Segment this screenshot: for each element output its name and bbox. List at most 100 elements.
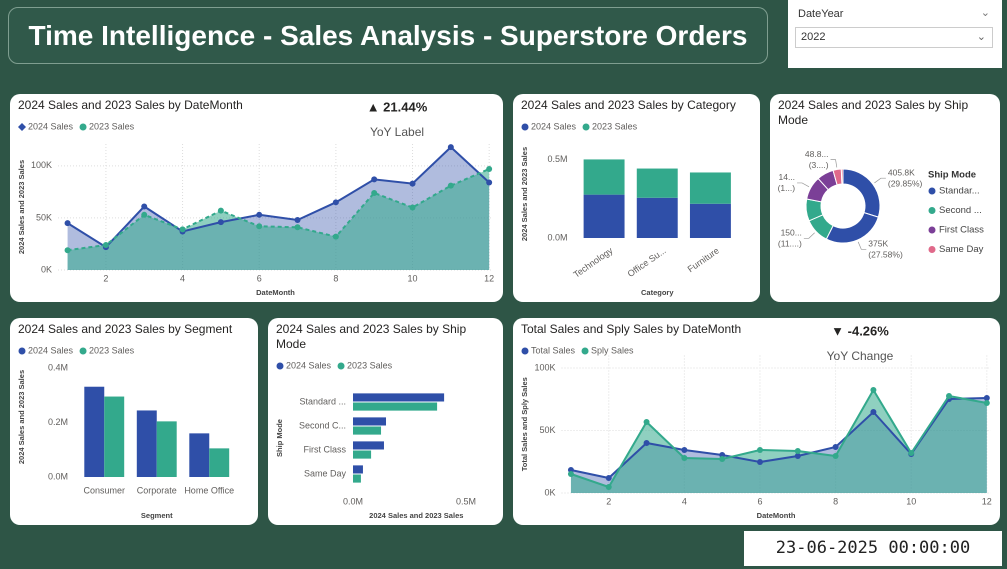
leader-line bbox=[803, 232, 815, 239]
bar bbox=[84, 386, 105, 477]
x-tick-label: 12 bbox=[982, 496, 992, 506]
bar bbox=[583, 159, 625, 195]
data-label: 405.8K bbox=[888, 167, 915, 177]
slicer-value: 2022 bbox=[801, 31, 826, 43]
point bbox=[756, 447, 763, 453]
bar bbox=[689, 203, 731, 238]
y-tick-label: 100K bbox=[31, 160, 52, 170]
x-tick-label: 0.0M bbox=[343, 496, 363, 506]
data-label: 48.8... bbox=[805, 149, 829, 159]
chart-panel: 2024 Sales and 2023 Sales by Ship Mode 40… bbox=[770, 94, 1000, 302]
y-tick-label: Second C... bbox=[299, 420, 346, 430]
year-slicer[interactable]: DateYear ⌄ 2022 ⌄ bbox=[788, 0, 1002, 68]
x-axis-label: DateMonth bbox=[256, 288, 295, 297]
data-label: (29.85%) bbox=[888, 178, 923, 188]
bar bbox=[353, 402, 438, 411]
point bbox=[256, 223, 263, 230]
legend-marker bbox=[928, 187, 936, 195]
kpi-value: ▲ 21.44% bbox=[367, 99, 428, 114]
bar bbox=[353, 417, 387, 426]
point bbox=[486, 165, 493, 172]
leader-line bbox=[797, 182, 810, 188]
legend-marker bbox=[581, 347, 589, 355]
point bbox=[179, 226, 186, 233]
x-tick-label: 4 bbox=[180, 273, 185, 283]
point bbox=[643, 419, 650, 425]
area bbox=[67, 168, 490, 270]
point bbox=[102, 242, 109, 249]
x-tick-label: 6 bbox=[757, 496, 762, 506]
legend-marker bbox=[337, 362, 345, 370]
y-tick-label: 0K bbox=[41, 264, 52, 274]
x-tick-label: Corporate bbox=[137, 485, 177, 495]
bar bbox=[636, 197, 678, 238]
y-tick-label: 50K bbox=[36, 212, 52, 222]
x-axis-label: DateMonth bbox=[757, 511, 796, 520]
chart-panel: 2024 Sales and 2023 Sales by Segment 0.0M… bbox=[10, 318, 258, 525]
point bbox=[409, 204, 416, 211]
data-label: (3....) bbox=[809, 160, 829, 170]
x-axis-label: Segment bbox=[141, 511, 173, 520]
point bbox=[794, 448, 801, 454]
leader-line bbox=[857, 241, 867, 250]
chart: 0.0M 0.5M Technology Office Su... Furniture 2… bbox=[520, 121, 731, 297]
y-tick-label: 50K bbox=[539, 425, 555, 435]
kpi-caption: YoY Change bbox=[827, 349, 894, 363]
chart-title: 2024 Sales and 2023 Sales by Ship Mode bbox=[778, 98, 969, 127]
legend-marker bbox=[18, 347, 26, 355]
legend-label: Second ... bbox=[939, 205, 982, 216]
legend-marker bbox=[582, 123, 590, 131]
bar bbox=[353, 474, 361, 483]
line bbox=[67, 145, 490, 249]
point bbox=[719, 456, 726, 462]
area bbox=[570, 390, 987, 493]
point bbox=[64, 247, 71, 254]
slice bbox=[840, 168, 844, 185]
legend-marker bbox=[521, 347, 529, 355]
point bbox=[870, 409, 877, 415]
point bbox=[681, 455, 688, 461]
y-axis-label: Ship Mode bbox=[275, 419, 284, 457]
bar bbox=[353, 441, 384, 450]
legend-label: 2023 Sales bbox=[89, 345, 135, 355]
x-axis-label: Category bbox=[641, 288, 674, 297]
point bbox=[447, 182, 454, 189]
y-tick-label: 0.4M bbox=[48, 362, 68, 372]
point bbox=[832, 453, 839, 459]
point bbox=[332, 233, 339, 240]
point bbox=[605, 475, 612, 481]
point bbox=[643, 440, 650, 446]
legend-marker bbox=[79, 123, 87, 131]
point bbox=[141, 211, 148, 218]
legend-label: Standar... bbox=[939, 186, 980, 197]
point bbox=[567, 471, 574, 477]
slicer-dropdown[interactable]: 2022 ⌄ bbox=[795, 27, 993, 48]
kpi-caption: YoY Label bbox=[370, 125, 424, 139]
legend-label: Same Day bbox=[939, 244, 984, 255]
x-tick-label: 2 bbox=[103, 273, 108, 283]
bar bbox=[209, 448, 230, 477]
x-tick-label: Home Office bbox=[184, 485, 234, 495]
x-tick-label: 10 bbox=[408, 273, 418, 283]
x-axis-label: 2024 Sales and 2023 Sales bbox=[369, 511, 463, 520]
bar bbox=[104, 396, 125, 477]
legend-label: 2023 Sales bbox=[89, 121, 135, 131]
point bbox=[294, 224, 301, 231]
bar bbox=[156, 421, 177, 477]
point bbox=[946, 393, 953, 399]
point bbox=[217, 207, 224, 214]
x-tick-label: Office Su... bbox=[626, 245, 668, 279]
data-label: 375K bbox=[868, 239, 888, 249]
point bbox=[256, 211, 263, 218]
point bbox=[141, 203, 148, 210]
point bbox=[681, 447, 688, 453]
x-tick-label: 6 bbox=[257, 273, 262, 283]
point bbox=[908, 450, 915, 456]
x-tick-label: 8 bbox=[333, 273, 338, 283]
y-tick-label: First Class bbox=[304, 444, 347, 454]
chart-title: 2024 Sales and 2023 Sales by Ship Mode bbox=[276, 322, 467, 351]
x-tick-label: 8 bbox=[833, 496, 838, 506]
slice bbox=[842, 168, 881, 218]
leader-line bbox=[830, 159, 838, 168]
slicer-chevron[interactable]: ⌄ bbox=[980, 7, 990, 19]
